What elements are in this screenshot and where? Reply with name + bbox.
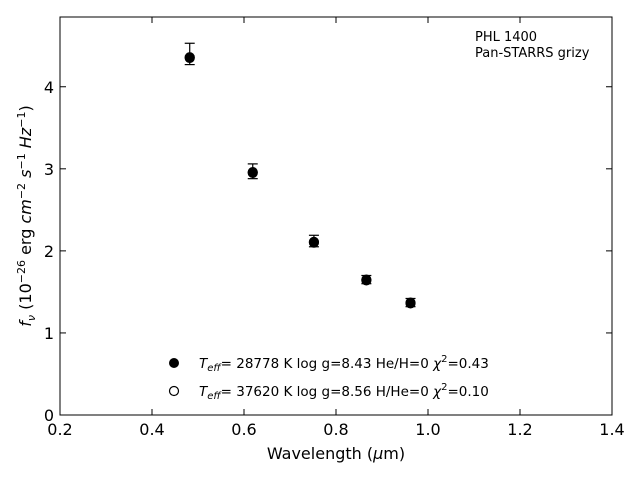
x-tick-label: 1.4: [599, 420, 624, 439]
model-point-open: [405, 297, 416, 308]
legend-entry-1: Teff= 28778 K log g=8.43 He/H=0 χ2=0.43: [199, 354, 489, 374]
annotation-survey: Pan-STARRS grizy: [475, 46, 590, 61]
model-point-open: [247, 166, 258, 178]
x-tick-label: 1.0: [415, 420, 440, 439]
y-tick-label: 0: [44, 406, 54, 425]
ticks-group: [59, 17, 613, 416]
x-tick-label: 0.6: [231, 420, 256, 439]
x-tick-label: 1.2: [507, 420, 532, 439]
legend-marker-filled: [169, 358, 179, 368]
points-group: [184, 52, 416, 309]
model-point-open: [361, 274, 372, 285]
x-tick-label: 0.4: [139, 420, 164, 439]
x-tick-label: 0.2: [47, 420, 72, 439]
y-tick-label: 1: [44, 324, 54, 343]
tick-labels-group: 0.2 0.4 0.6 0.8 1.0 1.2 1.4 0 1 2 3 4: [44, 78, 625, 439]
x-tick-label: 0.8: [323, 420, 348, 439]
errorbars-group: [184, 42, 416, 308]
legend-entry-2: Teff= 37620 K log g=8.56 H/He=0 χ2=0.10: [199, 382, 489, 402]
x-axis-label: Wavelength (μm): [267, 444, 405, 463]
annotation-object: PHL 1400: [475, 30, 537, 45]
y-tick-label: 3: [44, 160, 54, 179]
y-axis-label: fν (10−26 erg cm−2 s−1 Hz−1): [15, 105, 38, 326]
y-tick-label: 2: [44, 242, 54, 261]
legend: Teff= 28778 K log g=8.43 He/H=0 χ2=0.43 …: [168, 354, 489, 402]
legend-marker-open: [168, 385, 180, 397]
y-tick-label: 4: [44, 78, 54, 97]
model-point-open: [308, 236, 320, 247]
model-point-open: [184, 52, 195, 63]
